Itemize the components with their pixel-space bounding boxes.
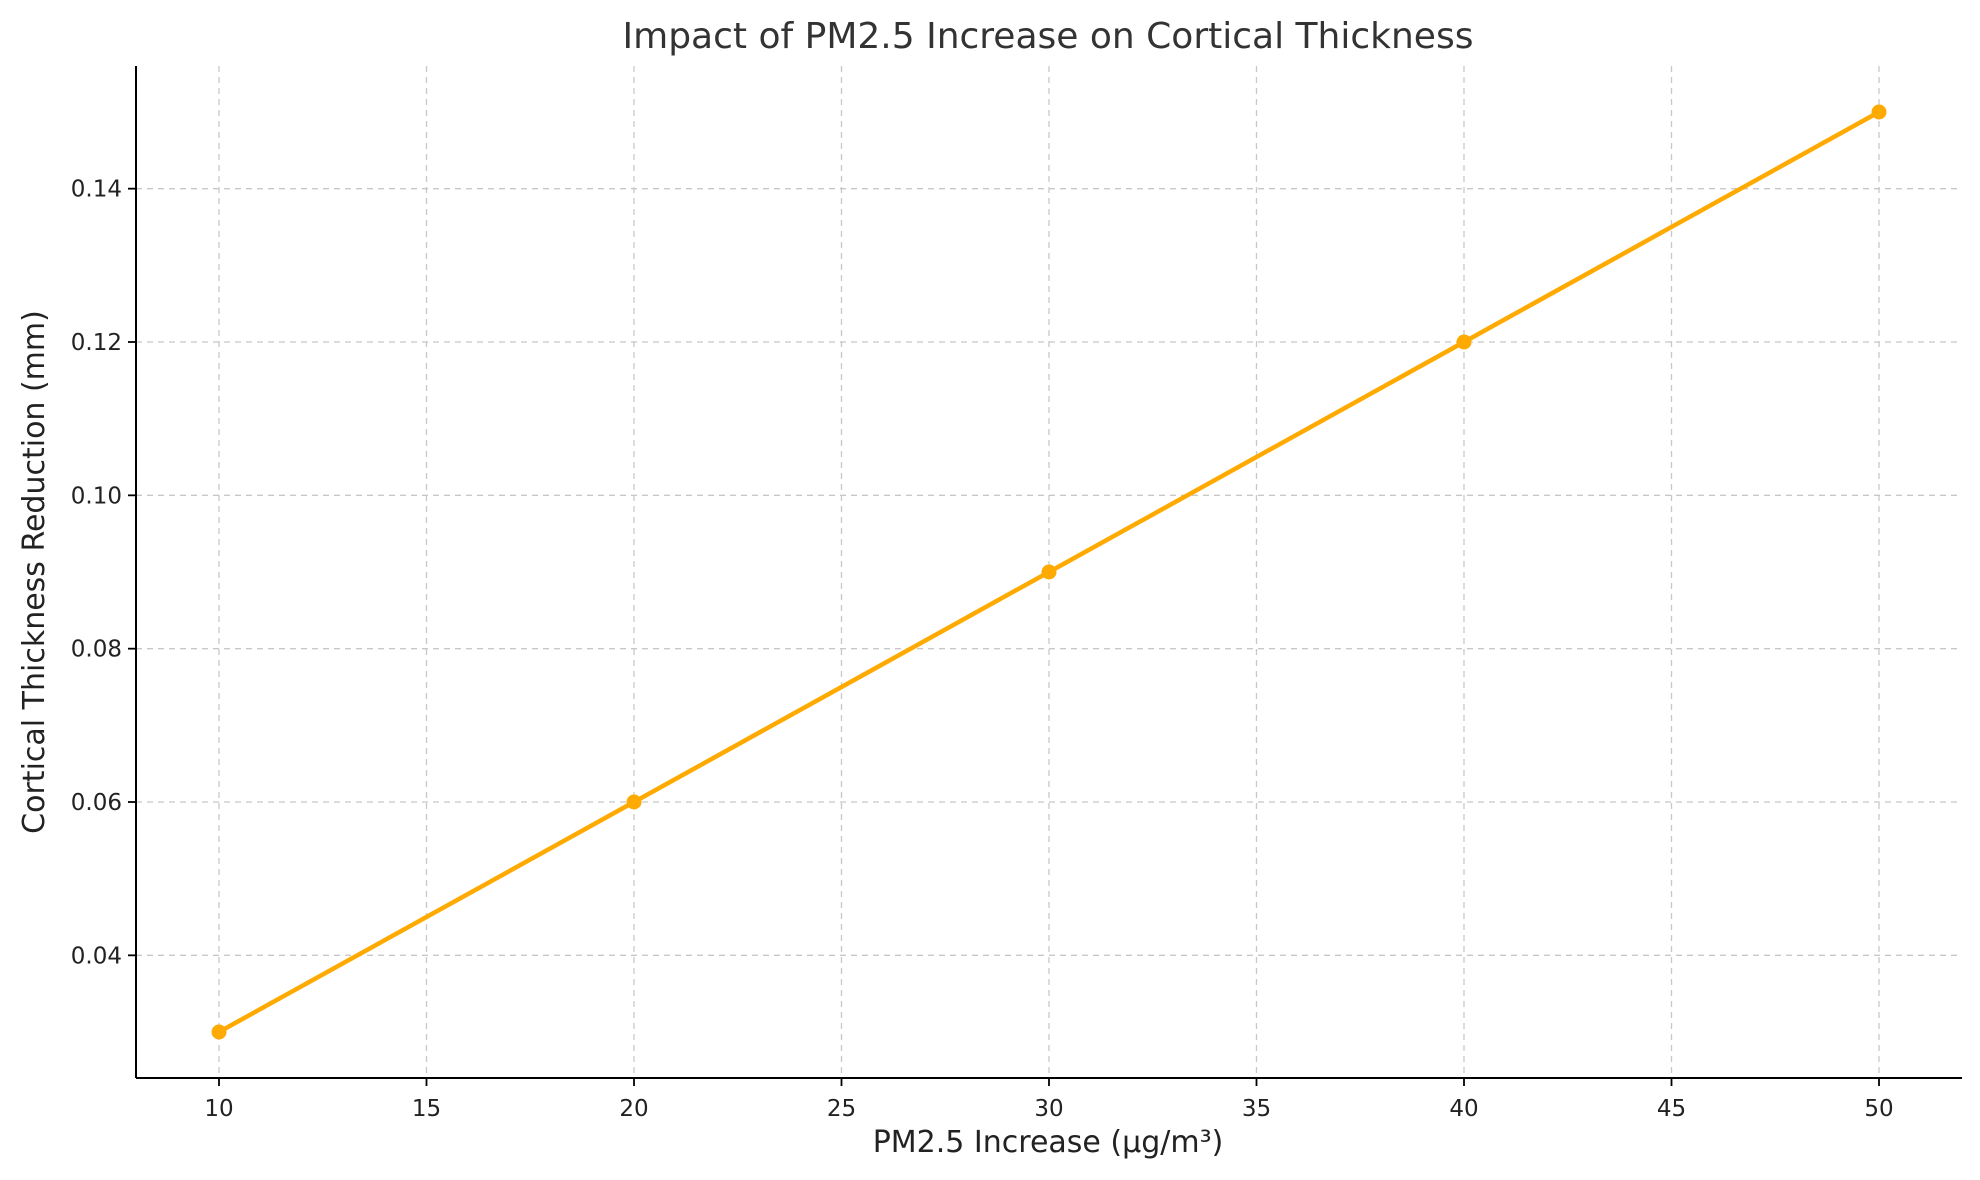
x-tick-label: 35 [1242,1096,1271,1122]
ticks: 10 15 20 25 30 35 40 45 50 0.04 0.06 0.08 0.10 0.12 0.… [71,177,1894,1122]
x-tick-label: 25 [827,1096,856,1122]
x-tick-label: 45 [1657,1096,1686,1122]
y-tick-label: 0.06 [71,790,122,816]
data-point [1456,334,1472,350]
y-axis-label: Cortical Thickness Reduction (mm) [17,310,52,834]
x-tick-label: 20 [619,1096,648,1122]
y-tick-label: 0.14 [71,177,122,203]
y-tick-label: 0.04 [71,943,122,969]
y-tick-label: 0.08 [71,637,122,663]
data-point [626,794,642,810]
y-tick-label: 0.10 [71,483,122,509]
x-tick-label: 15 [412,1096,441,1122]
chart-title: Impact of PM2.5 Increase on Cortical Thi… [623,16,1474,57]
data-point [211,1024,227,1040]
x-tick-label: 50 [1864,1096,1893,1122]
grid-lines [136,66,1962,1078]
y-tick-label: 0.12 [71,330,122,356]
x-tick-label: 10 [204,1096,233,1122]
x-tick-label: 30 [1034,1096,1063,1122]
series-layer [211,104,1887,1040]
data-point [1871,104,1887,120]
x-axis-label: PM2.5 Increase (µg/m³) [873,1125,1224,1160]
x-tick-label: 40 [1449,1096,1478,1122]
data-point [1041,564,1057,580]
